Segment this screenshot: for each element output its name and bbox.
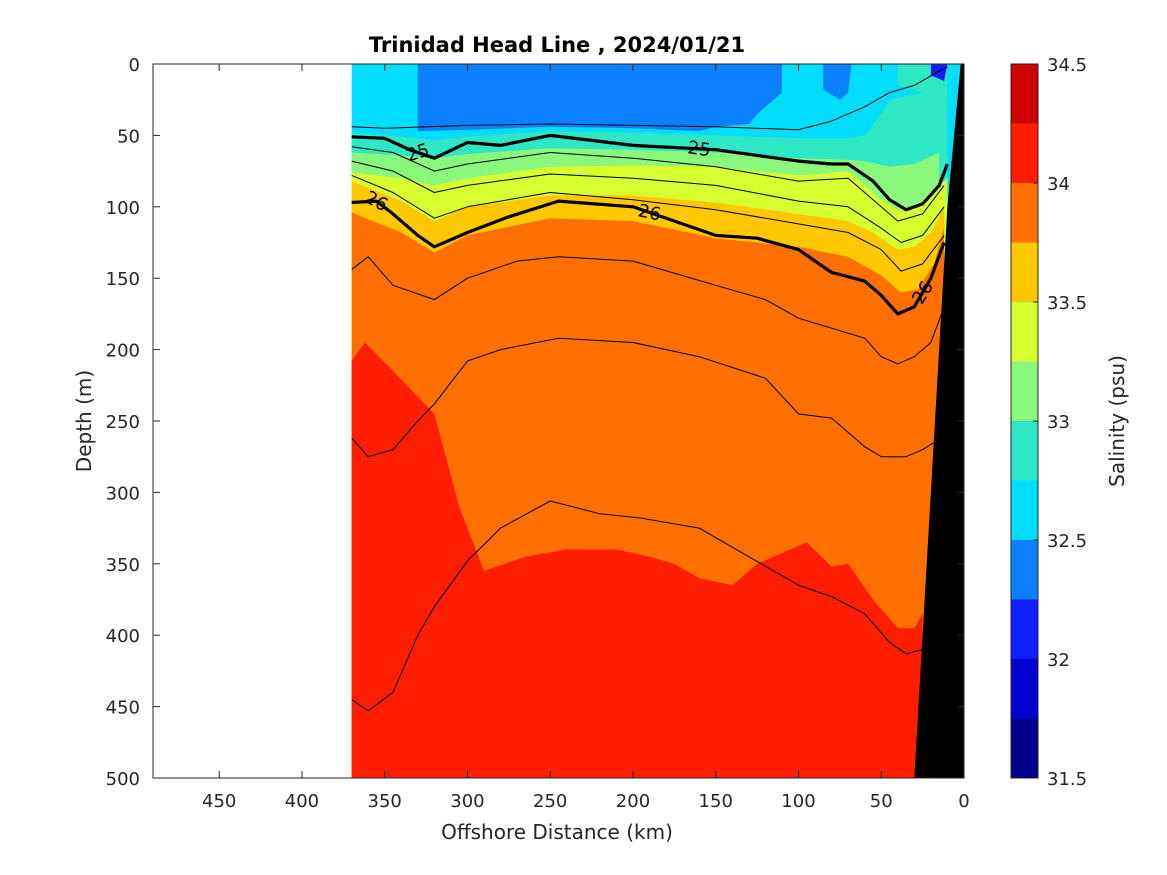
y-axis-ticks: 0 50 100 150 200 250 300 350 400 450 500 [106,55,964,790]
density-contour-8 [351,500,923,712]
y-tick-label-2: 100 [106,198,140,219]
colorbar-segment-2 [1011,599,1038,659]
x-tick-label-2: 350 [368,791,402,812]
x-tick-label-8: 50 [870,791,893,812]
colorbar-segment-11 [1011,64,1038,124]
density-contour-0 [351,66,948,131]
y-tick-label-1: 50 [117,126,140,147]
salinity-band-low-surface [417,64,782,132]
y-tick-label-10: 500 [106,769,140,790]
density-contour-7 [351,337,935,458]
density-contour-3 [351,160,945,243]
colorbar-tick-label-5: 34 [1047,174,1070,195]
salinity-band-low-nearshore [823,64,852,100]
y-tick-label-4: 200 [106,341,140,362]
colorbar-segment-3 [1011,540,1038,600]
x-tick-label-4: 250 [533,791,567,812]
colorbar-segment-9 [1011,183,1038,243]
y-tick-label-6: 300 [106,483,140,504]
salinity-filled-contours [351,64,964,778]
colorbar-tick-label-1: 32 [1047,650,1070,671]
x-tick-label-7: 100 [781,791,815,812]
y-tick-label-0: 0 [129,55,140,76]
contour-label-3: 26 [636,200,663,225]
x-axis-label: Offshore Distance (km) [441,820,673,844]
colorbar-segment-7 [1011,302,1038,362]
contour-label-1: 25 [686,137,712,161]
colorbar-tick-label-0: 31.5 [1047,769,1087,790]
x-tick-label-5: 200 [616,791,650,812]
colorbar-segment-5 [1011,421,1038,481]
x-axis-ticks: 450 400 350 300 250 200 150 100 50 0 [202,64,970,812]
density-contour-6 [351,256,945,365]
colorbar-segment-1 [1011,659,1038,719]
colorbar [1010,63,1039,779]
density-contour-lines [351,66,949,712]
colorbar-segment-10 [1011,123,1038,183]
density-contour-5 [351,199,946,316]
density-contour-2 [351,146,945,222]
seafloor-wedge [914,64,964,778]
colorbar-tick-label-3: 33 [1047,412,1070,433]
salinity-band-nearshore-fresh [930,64,948,82]
x-tick-label-9: 0 [958,791,969,812]
y-tick-label-9: 450 [106,698,140,719]
colorbar-tick-label-6: 34.5 [1047,55,1087,76]
colorbar-segment-4 [1011,480,1038,540]
x-tick-label-3: 300 [450,791,484,812]
y-tick-label-7: 350 [106,555,140,576]
salinity-band-10 [351,342,923,778]
density-contour-4 [351,174,945,272]
seafloor-bathymetry [914,64,964,778]
colorbar-tick-label-2: 32.5 [1047,531,1087,552]
density-contour-1 [351,133,949,212]
colorbar-segment-0 [1011,718,1038,778]
colorbar-tick-label-4: 33.5 [1047,293,1087,314]
y-tick-label-3: 150 [106,269,140,290]
y-tick-label-8: 400 [106,626,140,647]
x-tick-label-0: 450 [202,791,236,812]
colorbar-segment-8 [1011,242,1038,302]
x-tick-label-1: 400 [285,791,319,812]
x-tick-label-6: 150 [699,791,733,812]
y-axis-label: Depth (m) [72,370,96,472]
colorbar-ticks: 31.5 32 32.5 33 33.5 34 34.5 [1033,55,1087,790]
chart-title: Trinidad Head Line , 2024/01/21 [369,33,745,57]
colorbar-label: Salinity (psu) [1105,355,1129,487]
colorbar-segment-6 [1011,361,1038,421]
y-tick-label-5: 250 [106,412,140,433]
